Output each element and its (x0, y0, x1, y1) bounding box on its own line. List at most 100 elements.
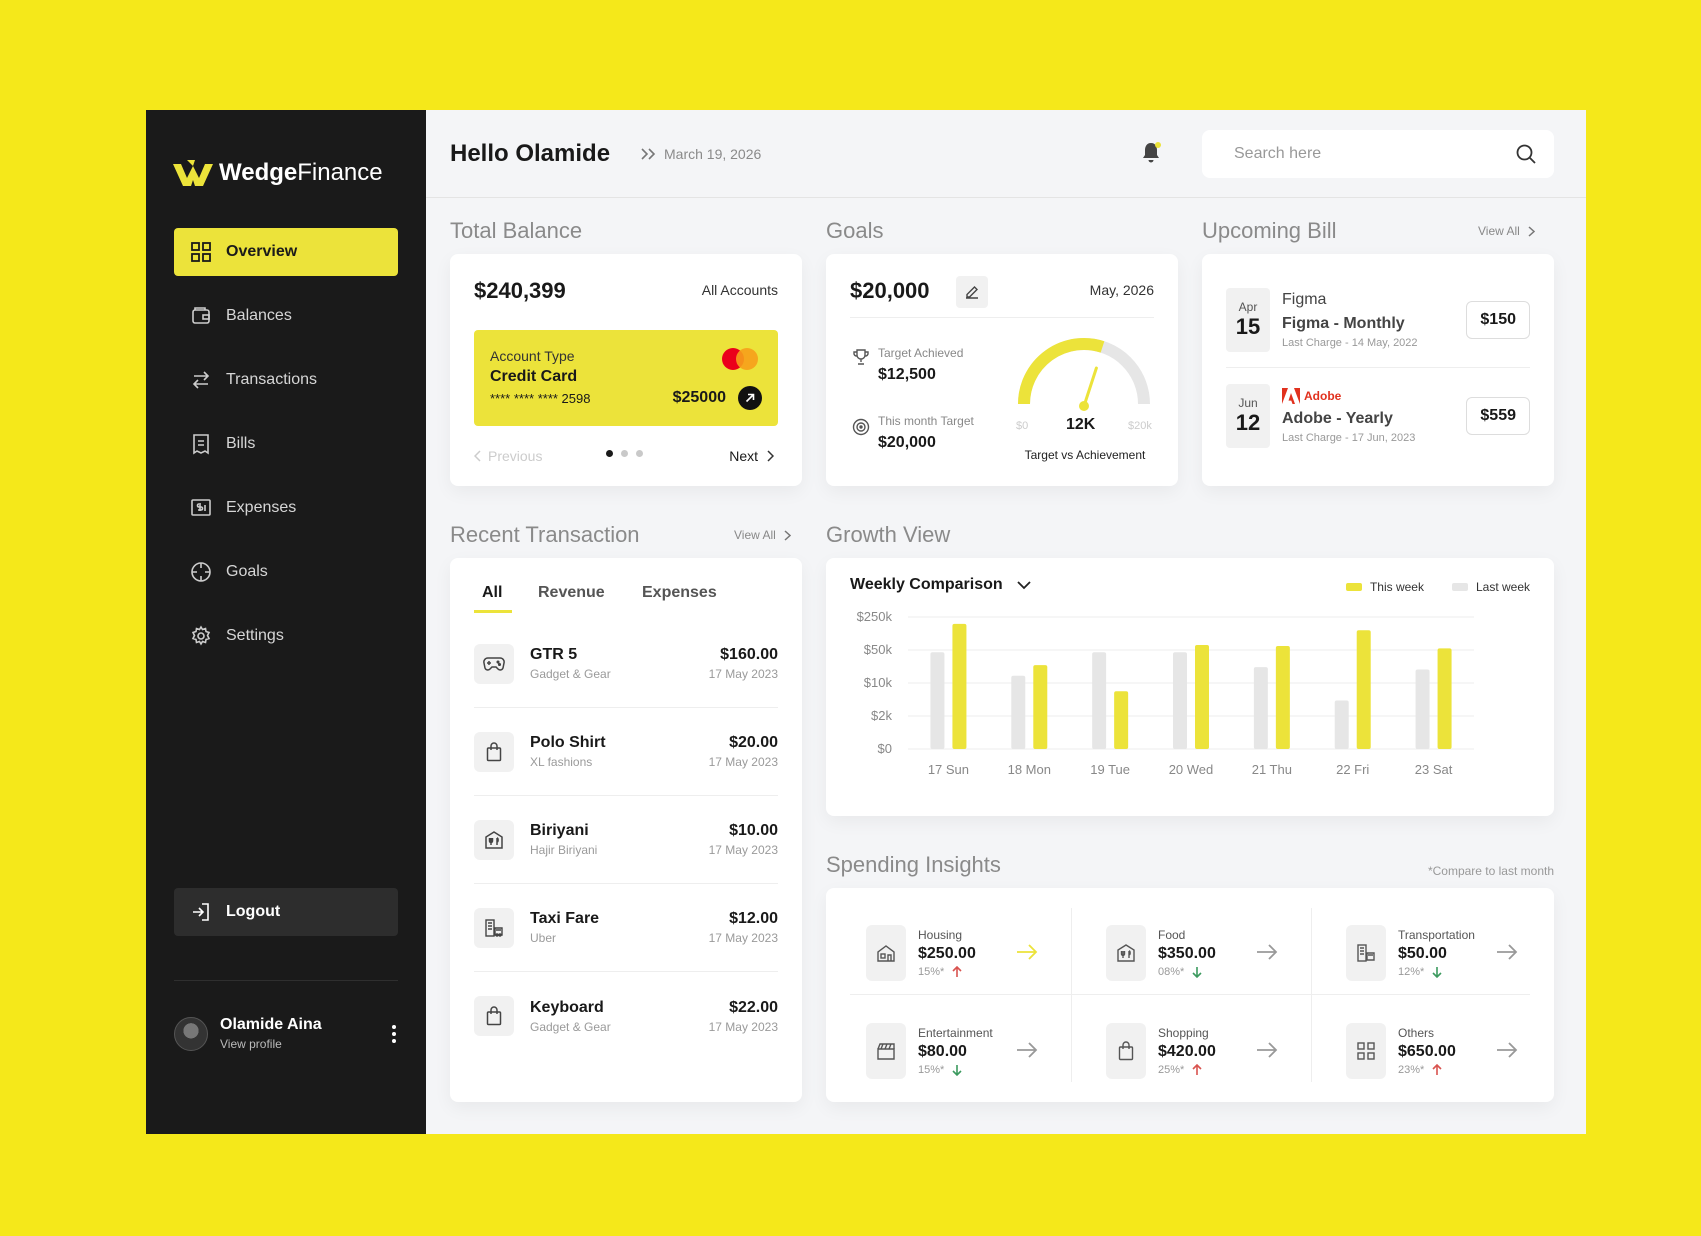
transaction-date: 17 May 2023 (708, 1019, 778, 1034)
tab-all[interactable]: All (482, 584, 503, 601)
transaction-row[interactable]: Polo Shirt XL fashions $20.00 17 May 2023 (474, 708, 778, 796)
carousel-dot[interactable] (621, 450, 628, 457)
total-balance-title: Total Balance (450, 218, 583, 243)
house-icon (866, 925, 906, 981)
bill-item[interactable]: Jun 12 Adobe Adobe - Yearly Last Charge … (1226, 368, 1530, 464)
bill-name: Figma - Monthly (1282, 314, 1405, 332)
legend-last-week: Last week (1475, 580, 1530, 594)
insight-entertainment[interactable]: Entertainment $80.00 15%* (866, 1002, 1106, 1100)
weekly-comparison-dropdown[interactable]: Weekly Comparison (850, 576, 1031, 594)
crosshair-icon (191, 562, 211, 582)
target-gauge (1018, 337, 1150, 411)
next-button[interactable]: Next (729, 448, 774, 464)
sidebar-item-transactions[interactable]: Transactions (174, 356, 398, 404)
transaction-category: Gadget & Gear (530, 1019, 611, 1034)
shopping-bag-icon (474, 996, 514, 1036)
bill-name: Adobe - Yearly (1282, 410, 1393, 427)
insight-shopping[interactable]: Shopping $420.00 25%* (1106, 1002, 1346, 1100)
target-achieved-value: $12,500 (878, 366, 936, 383)
tab-expenses[interactable]: Expenses (642, 584, 717, 601)
arrow-right-icon[interactable] (1016, 1042, 1038, 1058)
double-chevron-right-icon (641, 148, 656, 160)
sidebar-item-label: Bills (226, 435, 256, 452)
credit-card[interactable]: Account Type Credit Card **** **** **** … (474, 330, 778, 426)
logout-button[interactable]: Logout (174, 888, 398, 936)
insight-others[interactable]: Others $650.00 23%* (1346, 1002, 1586, 1100)
arrow-up-right-icon[interactable] (738, 386, 762, 410)
gear-icon (191, 625, 211, 646)
legend-this-week: This week (1369, 580, 1424, 594)
growth-view-title: Growth View (826, 522, 951, 547)
x-tick-label: 21 Thu (1252, 762, 1292, 777)
arrow-right-icon[interactable] (1016, 944, 1038, 960)
notification-bell-icon[interactable] (1138, 140, 1164, 171)
sidebar-item-overview[interactable]: Overview (174, 228, 398, 276)
insight-percent: 08%* (1158, 966, 1185, 978)
transaction-row[interactable]: Biriyani Hajir Biriyani $10.00 17 May 2023 (474, 796, 778, 884)
bar-last-week (930, 652, 945, 749)
sidebar-item-settings[interactable]: Settings (174, 612, 398, 660)
carousel-dots[interactable] (606, 450, 643, 457)
bar-last-week (1334, 700, 1349, 749)
search-input[interactable]: Search here (1234, 145, 1322, 162)
transaction-row[interactable]: GTR 5 Gadget & Gear $160.00 17 May 2023 (474, 620, 778, 708)
bill-item[interactable]: Apr 15 Figma Figma - Monthly Last Charge… (1226, 272, 1530, 368)
sidebar-item-balances[interactable]: Balances (174, 292, 398, 340)
insight-label: Others (1398, 1026, 1435, 1040)
bar-this-week (1033, 665, 1048, 749)
insight-food[interactable]: Food $350.00 08%* (1106, 904, 1346, 1002)
chevron-right-icon (784, 529, 791, 541)
goals-divider (850, 317, 1154, 318)
x-tick-label: 19 Tue (1090, 762, 1130, 777)
sidebar-item-expenses[interactable]: Expenses (174, 484, 398, 532)
y-tick-label: $50k (864, 642, 893, 657)
previous-button[interactable]: Previous (474, 448, 542, 464)
balance-amount: $240,399 (474, 278, 566, 303)
month-target-value: $20,000 (878, 434, 936, 451)
trend-down-icon (952, 1065, 962, 1076)
transaction-amount: $22.00 (729, 998, 778, 1016)
pencil-icon (966, 286, 978, 299)
arrow-right-icon[interactable] (1496, 944, 1518, 960)
sidebar-item-goals[interactable]: Goals (174, 548, 398, 596)
previous-label: Previous (488, 448, 543, 464)
insight-label: Food (1158, 928, 1186, 942)
recent-transaction-card: All Revenue Expenses GTR 5 Gadget & Gear … (450, 558, 802, 1102)
bill-amount[interactable]: $559 (1466, 397, 1530, 435)
transactions-view-all-link[interactable]: View All (734, 528, 791, 542)
search-icon[interactable] (1514, 142, 1538, 166)
carousel-dot[interactable] (606, 450, 613, 457)
bar-last-week (1173, 652, 1187, 749)
insight-transportation[interactable]: Transportation $50.00 12%* (1346, 904, 1586, 1002)
restaurant-icon (1106, 925, 1146, 981)
all-accounts-link[interactable]: All Accounts (701, 282, 778, 298)
carousel-dot[interactable] (636, 450, 643, 457)
chevron-down-icon (1017, 580, 1031, 589)
arrow-right-icon[interactable] (1256, 1042, 1278, 1058)
insight-housing[interactable]: Housing $250.00 15%* (866, 904, 1106, 1002)
bills-view-all-link[interactable]: View All (1478, 224, 1535, 238)
edit-goal-button[interactable] (956, 276, 988, 308)
transaction-row[interactable]: Keyboard Gadget & Gear $22.00 17 May 2023 (474, 972, 778, 1060)
upcoming-bill-card: Apr 15 Figma Figma - Monthly Last Charge… (1202, 254, 1554, 486)
spending-insights-card: Housing $250.00 15%* Food $350.00 08%* Transpo… (826, 888, 1554, 1102)
gauge-needle (1082, 366, 1098, 408)
brand-logo[interactable]: WedgeFinance (173, 158, 383, 188)
chevron-left-icon (474, 450, 481, 462)
main-content: Hello Olamide March 19, 2026 Search here… (426, 110, 1586, 1134)
user-profile[interactable]: Olamide Aina View profile (174, 1016, 398, 1051)
spending-insights-title: Spending Insights (826, 852, 1001, 877)
more-options-icon[interactable] (392, 1024, 398, 1043)
search-bar[interactable]: Search here (1202, 130, 1554, 178)
arrow-right-icon[interactable] (1496, 1042, 1518, 1058)
transaction-row[interactable]: Taxi Fare Uber $12.00 17 May 2023 (474, 884, 778, 972)
arrow-right-icon[interactable] (1256, 944, 1278, 960)
view-profile-link[interactable]: View profile (220, 1037, 282, 1051)
bar-this-week (1195, 645, 1209, 749)
tab-revenue[interactable]: Revenue (538, 584, 605, 601)
transaction-date: 17 May 2023 (708, 667, 778, 681)
sidebar-item-bills[interactable]: Bills (174, 420, 398, 468)
sidebar-item-label: Transactions (226, 371, 317, 388)
bill-amount[interactable]: $150 (1466, 300, 1530, 339)
gauge-track (1018, 338, 1150, 405)
